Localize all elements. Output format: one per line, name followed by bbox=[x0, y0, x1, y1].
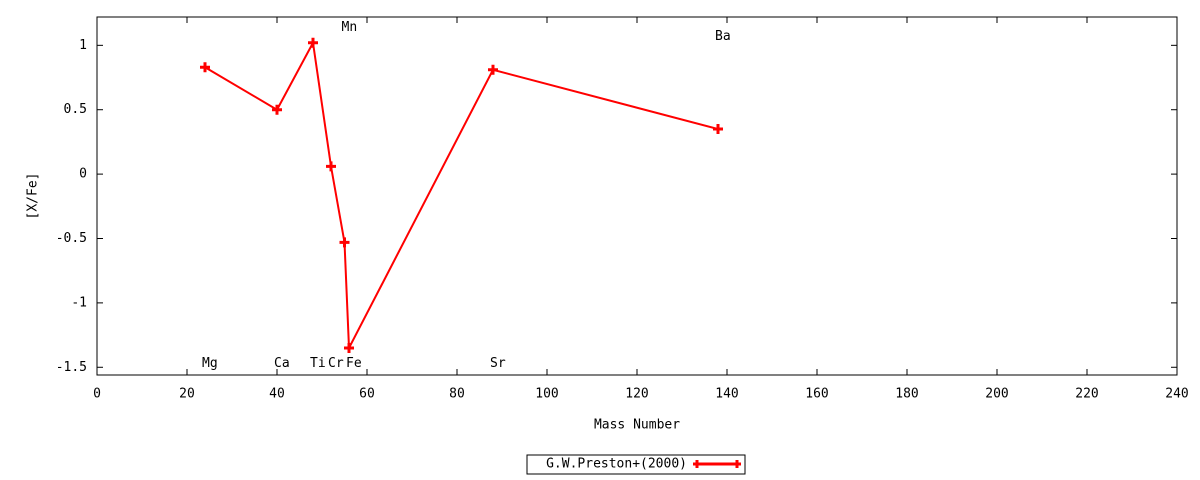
x-tick-label: 180 bbox=[895, 387, 918, 402]
x-tick-label: 0 bbox=[93, 387, 101, 402]
x-tick-label: 240 bbox=[1165, 387, 1188, 402]
point-marker bbox=[339, 237, 350, 248]
y-tick-label: 1 bbox=[79, 38, 87, 53]
y-tick-label: 0 bbox=[79, 167, 87, 182]
x-tick-label: 160 bbox=[805, 387, 828, 402]
point-marker bbox=[326, 161, 336, 172]
point-marker bbox=[344, 342, 354, 353]
annotation: Fe bbox=[346, 356, 362, 371]
x-tick-label: 80 bbox=[449, 387, 465, 402]
y-tick-label: 0.5 bbox=[64, 102, 87, 117]
y-tick-label: -1 bbox=[71, 295, 87, 310]
x-tick-label: 60 bbox=[359, 387, 375, 402]
point-marker bbox=[308, 37, 318, 48]
x-tick-label: 40 bbox=[269, 387, 285, 402]
point-marker bbox=[713, 124, 723, 135]
y-tick-label: -0.5 bbox=[56, 231, 87, 246]
y-tick-label: -1.5 bbox=[56, 360, 87, 375]
point-marker bbox=[200, 62, 210, 73]
series-line bbox=[204, 39, 719, 352]
x-tick-label: 20 bbox=[179, 387, 195, 402]
x-tick-label: 200 bbox=[985, 387, 1008, 402]
annotation: Mg bbox=[202, 356, 218, 371]
x-tick-label: 100 bbox=[535, 387, 558, 402]
point-marker bbox=[488, 64, 498, 75]
plot-frame bbox=[96, 16, 1178, 376]
annotation: Mn bbox=[342, 20, 358, 35]
annotation: Ti bbox=[310, 356, 326, 371]
x-tick-label: 140 bbox=[715, 387, 738, 402]
annotation: Cr bbox=[328, 356, 344, 371]
x-tick-label: 220 bbox=[1075, 387, 1098, 402]
annotation: Ba bbox=[715, 29, 731, 44]
point-marker bbox=[272, 104, 282, 115]
annotation: Sr bbox=[490, 356, 506, 371]
legend-box bbox=[526, 454, 746, 475]
x-axis-label: Mass Number bbox=[594, 418, 680, 433]
annotation: Ca bbox=[274, 356, 290, 371]
legend-marker bbox=[693, 460, 741, 468]
y-axis-label: [X/Fe] bbox=[26, 173, 41, 220]
legend-label: G.W.Preston+(2000) bbox=[546, 457, 687, 472]
x-tick-label: 120 bbox=[625, 387, 648, 402]
